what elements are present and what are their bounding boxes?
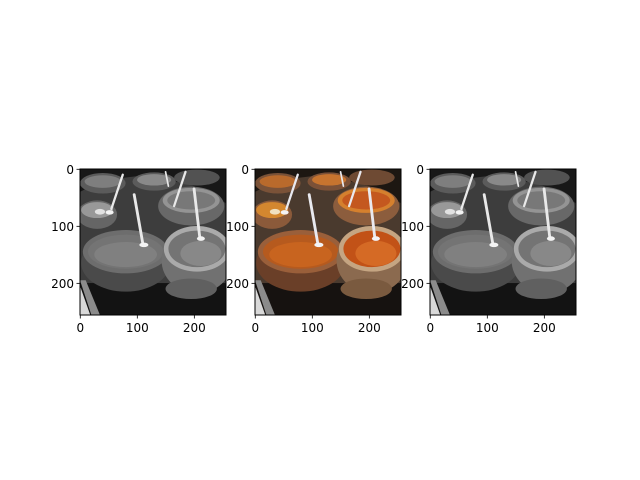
image-panel-middle: 0 100 200 0 100 200: [226, 163, 402, 335]
right-image: [430, 169, 576, 315]
x-tick-label: 100: [476, 321, 499, 335]
x-tick-label: 100: [126, 321, 149, 335]
left-axes-frame: [79, 168, 227, 316]
y-tick-label: 200: [226, 277, 249, 291]
right-axes-frame: [429, 168, 577, 316]
y-tick-label: 200: [51, 277, 74, 291]
y-tick-label: 100: [226, 220, 249, 234]
x-tick-label: 0: [76, 321, 84, 335]
y-tick-label: 200: [401, 277, 424, 291]
image-panel-right: 0 100 200 0 100 200: [401, 163, 577, 335]
x-tick-label: 200: [183, 321, 206, 335]
y-tick-label: 100: [51, 220, 74, 234]
y-tick-label: 100: [401, 220, 424, 234]
x-tick-label: 100: [301, 321, 324, 335]
middle-axes-frame: [254, 168, 402, 316]
y-tick-label: 0: [66, 163, 74, 177]
middle-image: [255, 169, 401, 315]
y-tick-label: 0: [241, 163, 249, 177]
left-image: [80, 169, 226, 315]
x-tick-label: 0: [426, 321, 434, 335]
x-tick-label: 200: [533, 321, 556, 335]
y-tick-label: 0: [416, 163, 424, 177]
image-panel-left: 0 100 200 0 100 200: [51, 163, 227, 335]
x-tick-label: 200: [358, 321, 381, 335]
x-tick-label: 0: [251, 321, 259, 335]
